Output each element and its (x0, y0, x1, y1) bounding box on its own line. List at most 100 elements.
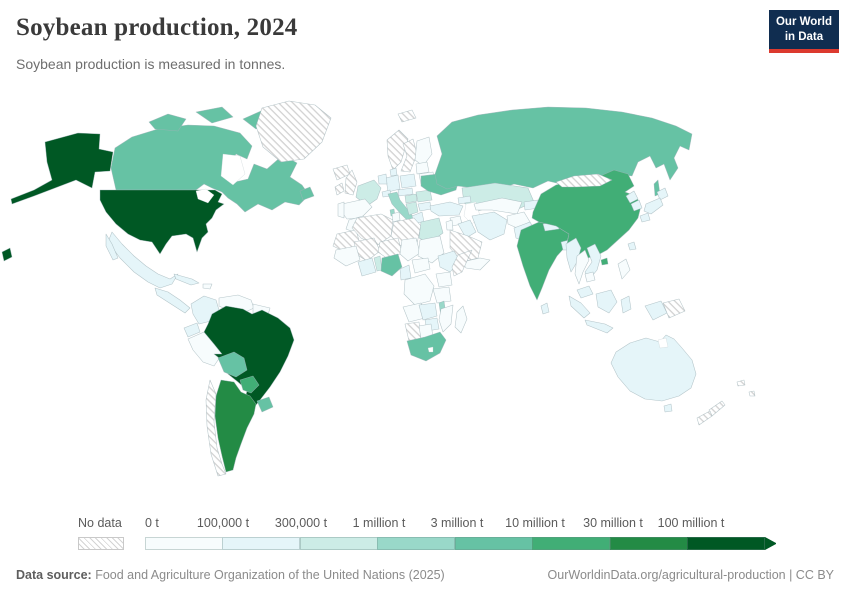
country-cambodia[interactable] (584, 271, 596, 283)
region-baltics[interactable] (415, 161, 430, 175)
country-denmark[interactable] (389, 167, 398, 177)
legend-segment-7[interactable] (687, 537, 765, 550)
country-new-zealand-south[interactable] (696, 410, 713, 426)
legend-segment-3[interactable] (377, 537, 455, 550)
country-mongolia[interactable] (555, 173, 613, 188)
country-tanzania[interactable] (432, 286, 452, 304)
country-norway[interactable] (386, 129, 409, 171)
country-iraq[interactable] (457, 219, 477, 239)
country-australia-tasmania[interactable] (663, 403, 673, 413)
country-philippines[interactable] (617, 258, 631, 280)
country-indonesia-sumatra[interactable] (568, 295, 591, 319)
country-taiwan[interactable] (627, 241, 637, 251)
country-new-zealand-north[interactable] (708, 400, 726, 417)
region-jordan-israel[interactable] (445, 219, 454, 231)
country-south-africa[interactable] (406, 331, 447, 362)
country-madagascar[interactable] (454, 305, 468, 334)
country-canada-newfoundland[interactable] (299, 186, 315, 201)
country-south-korea[interactable] (630, 199, 643, 212)
country-turkey[interactable] (429, 201, 464, 217)
country-tunisia[interactable] (391, 211, 401, 223)
footer-link[interactable]: OurWorldinData.org/agricultural-producti… (548, 568, 834, 582)
country-ireland[interactable] (334, 182, 345, 196)
country-greenland[interactable] (255, 100, 332, 163)
region-central-america[interactable] (154, 287, 191, 314)
country-bulgaria[interactable] (417, 201, 432, 212)
country-north-korea[interactable] (625, 190, 639, 204)
country-indonesia-sulawesi[interactable] (620, 295, 632, 314)
country-poland[interactable] (399, 173, 417, 189)
country-hispaniola[interactable] (202, 283, 213, 290)
country-indonesia-borneo[interactable] (595, 289, 618, 314)
country-mozambique[interactable] (438, 304, 454, 333)
legend-segment-4[interactable] (454, 537, 533, 550)
country-bolivia[interactable] (217, 351, 248, 378)
legend-stops: No data 0 t 100,000 t 300,000 t 1 million t… (78, 516, 808, 533)
country-sweden[interactable] (400, 138, 418, 173)
country-japan-hokkaido[interactable] (656, 187, 669, 201)
country-us-wrap-sliver[interactable] (1, 247, 13, 262)
country-fiji[interactable] (748, 390, 756, 397)
country-ecuador[interactable] (183, 322, 201, 338)
country-uruguay[interactable] (256, 396, 274, 413)
region-senegal-guinea[interactable] (333, 245, 361, 267)
region-balkans-serbia[interactable] (405, 201, 419, 216)
country-indonesia-java[interactable] (584, 319, 614, 334)
owid-logo[interactable]: Our World in Data (768, 10, 839, 53)
page-title: Soybean production, 2024 (16, 14, 298, 41)
country-hungary[interactable] (404, 193, 418, 204)
country-spain[interactable] (339, 198, 373, 220)
country-saudi-arabia[interactable] (449, 229, 483, 263)
country-chile[interactable] (205, 379, 227, 477)
country-japan-honshu[interactable] (643, 197, 664, 215)
region-ivory-coast-ghana[interactable] (357, 257, 377, 277)
country-canada-island-2[interactable] (195, 106, 234, 124)
country-romania[interactable] (415, 189, 433, 203)
country-chad[interactable] (399, 237, 421, 262)
great-lakes (195, 188, 215, 204)
legend-no-data-swatch[interactable] (78, 537, 124, 550)
owid-url-link[interactable]: OurWorldinData.org/agricultural-producti… (547, 568, 834, 582)
country-sudan[interactable] (417, 235, 445, 264)
territory-new-caledonia[interactable] (736, 379, 746, 387)
country-united-states[interactable] (99, 189, 225, 255)
country-united-kingdom[interactable] (344, 169, 358, 196)
country-alaska-us[interactable] (10, 132, 114, 205)
country-nigeria[interactable] (380, 253, 403, 277)
region-benelux[interactable] (377, 173, 388, 185)
legend-segment-2[interactable] (299, 537, 378, 550)
country-india[interactable] (516, 221, 570, 301)
country-iran[interactable] (471, 211, 508, 241)
gulf-of-carpentaria (657, 337, 669, 349)
country-canada-island-1[interactable] (148, 113, 187, 132)
country-mexico[interactable] (107, 231, 179, 289)
legend-segment-1[interactable] (222, 537, 300, 550)
country-somalia[interactable] (451, 249, 473, 277)
legend-segment-6[interactable] (609, 537, 688, 550)
country-dr-congo[interactable] (403, 273, 435, 306)
legend-segment-5[interactable] (532, 537, 610, 550)
country-cuba[interactable] (173, 273, 200, 286)
country-papua-new-guinea[interactable] (662, 298, 686, 319)
country-malaysia[interactable] (576, 285, 594, 299)
country-paraguay[interactable] (239, 375, 260, 394)
territory-svalbard[interactable] (397, 109, 417, 123)
country-central-african-republic[interactable] (411, 257, 431, 274)
legend-segment-0[interactable] (144, 537, 223, 550)
country-zambia[interactable] (418, 302, 438, 321)
region-uganda-kenya[interactable] (435, 271, 453, 288)
country-mexico-baja[interactable] (105, 233, 119, 261)
country-finland[interactable] (414, 136, 433, 167)
country-argentina[interactable] (214, 379, 257, 473)
country-germany[interactable] (385, 174, 401, 193)
country-china-hainan[interactable] (600, 257, 609, 266)
country-thailand[interactable] (574, 249, 590, 285)
country-sri-lanka[interactable] (540, 302, 550, 315)
country-japan-kyushu[interactable] (639, 212, 651, 223)
country-russia[interactable] (434, 106, 693, 192)
region-austria-czech[interactable] (397, 187, 414, 197)
country-portugal[interactable] (337, 201, 345, 219)
region-caucasus[interactable] (457, 195, 472, 205)
region-yemen-oman[interactable] (461, 257, 491, 271)
country-australia[interactable] (610, 334, 697, 402)
